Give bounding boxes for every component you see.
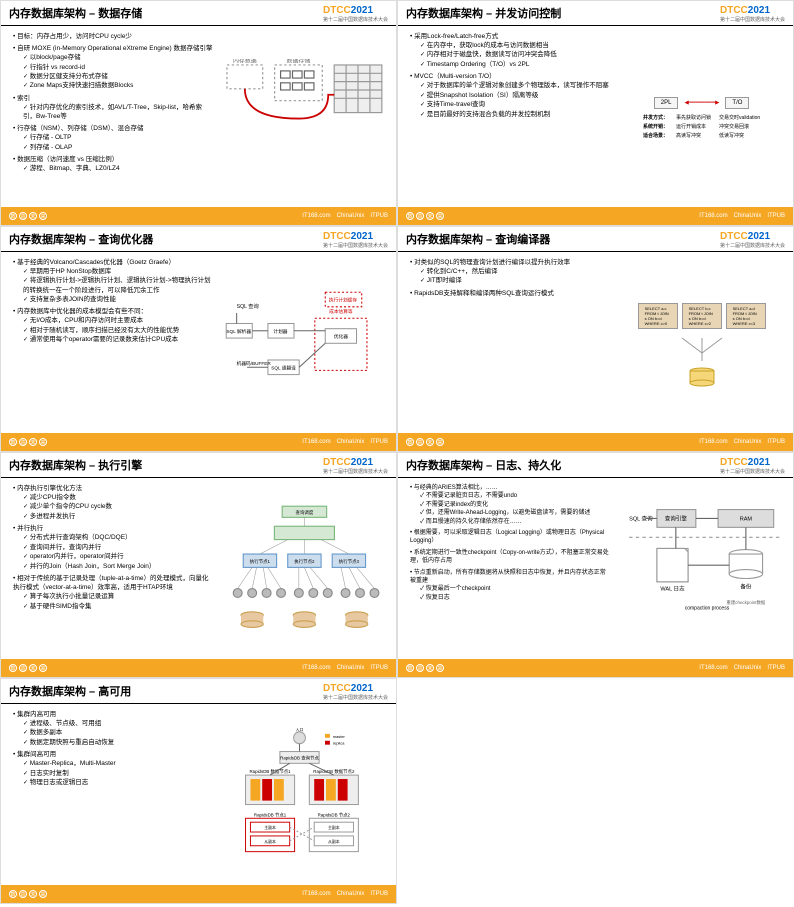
slide-title: 内存数据库架构 – 执行引擎 bbox=[9, 457, 142, 473]
bullet-content: 基于经典的Volcano/Cascades优化器（Goetz Graefe） 早… bbox=[13, 258, 213, 431]
arrow-icon: ◀━━━━━━━━▶ bbox=[684, 100, 719, 106]
slide-optimizer: 内存数据库架构 – 查询优化器 DTCC2021第十二届中国数据库技术大会 基于… bbox=[0, 226, 397, 452]
svg-text:主副本: 主副本 bbox=[264, 825, 276, 830]
svg-text:入口: 入口 bbox=[296, 728, 304, 732]
svg-text:执行计划缓存: 执行计划缓存 bbox=[329, 297, 357, 304]
svg-text:SQL 解析器: SQL 解析器 bbox=[227, 328, 252, 335]
slide-storage: 内存数据库架构 – 数据存储 DTCC2021第十二届中国数据库技术大会 目标：… bbox=[0, 0, 397, 226]
slide-grid: 内存数据库架构 – 数据存储 DTCC2021第十二届中国数据库技术大会 目标：… bbox=[0, 0, 794, 904]
logging-diagram: SQL 查询 查询引擎 RAM WAL 日志 备份 compaction pro… bbox=[618, 484, 785, 657]
svg-text:重建checkpoint数据: 重建checkpoint数据 bbox=[727, 599, 767, 606]
storage-diagram: 内存数据 数据存储 bbox=[221, 32, 388, 205]
slide-title: 内存数据库架构 – 查询优化器 bbox=[9, 231, 153, 247]
svg-text:计划器: 计划器 bbox=[274, 328, 288, 335]
svg-text:RAM: RAM bbox=[740, 516, 753, 522]
svg-text:执行节点3: 执行节点3 bbox=[339, 558, 360, 565]
svg-text:SQL 通翻译: SQL 通翻译 bbox=[271, 365, 296, 372]
compiler-diagram: SELECT a,c FROM t JOIN s ON b=d WHERE c>… bbox=[618, 258, 785, 431]
slide-title: 内存数据库架构 – 数据存储 bbox=[9, 5, 142, 21]
svg-text:replica: replica bbox=[333, 740, 345, 745]
slide-footer: 数造未来 IT168.comChinaUnixITPUB bbox=[1, 207, 396, 225]
svg-text:master: master bbox=[333, 734, 346, 739]
optimizer-diagram: SQL 查询 SQL 解析器 计划器 优化器 成本估算等 SQL 通翻译 机器码… bbox=[221, 258, 388, 431]
slide-compiler: 内存数据库架构 – 查询编译器 DTCC2021第十二届中国数据库技术大会 对类… bbox=[397, 226, 794, 452]
logo: DTCC2021第十二届中国数据库技术大会 bbox=[323, 5, 388, 23]
slide-header: 内存数据库架构 – 数据存储 DTCC2021第十二届中国数据库技术大会 bbox=[1, 1, 396, 26]
bullet-content: 集群内高可用 进程级、节点级、可用组数据多副本数据定期快照与重启自动恢复 集群间… bbox=[13, 710, 213, 883]
svg-text:成本估算等: 成本估算等 bbox=[329, 308, 353, 315]
svg-text:从副本: 从副本 bbox=[264, 839, 276, 844]
svg-text:执行节点1: 执行节点1 bbox=[250, 558, 271, 565]
svg-text:RapidsDB 节点1: RapidsDB 节点1 bbox=[254, 812, 287, 818]
svg-text:从副本: 从副本 bbox=[328, 839, 340, 844]
ha-diagram: 入口 master replica RapidsDB 查询节点 RapidsDB… bbox=[221, 710, 388, 883]
slide-concurrency: 内存数据库架构 – 并发访问控制 DTCC2021第十二届中国数据库技术大会 采… bbox=[397, 0, 794, 226]
svg-text:RapidsDB 数据节点1: RapidsDB 数据节点1 bbox=[250, 768, 292, 775]
concurrency-diagram: 2PL ◀━━━━━━━━▶ T/O 并发方式：事先获取访问锁交易交时valid… bbox=[618, 32, 785, 205]
svg-text:数据存储: 数据存储 bbox=[287, 59, 311, 65]
svg-text:执行节点2: 执行节点2 bbox=[294, 558, 315, 565]
slide-title: 内存数据库架构 – 并发访问控制 bbox=[406, 5, 561, 21]
database-icon bbox=[687, 367, 717, 387]
execution-diagram: 查询调度 执行节点1 执行节点2 执行节点3 bbox=[221, 484, 388, 657]
svg-text:主副本: 主副本 bbox=[328, 825, 340, 830]
svg-text:备份: 备份 bbox=[741, 582, 753, 590]
slide-ha: 内存数据库架构 – 高可用 DTCC2021第十二届中国数据库技术大会 集群内高… bbox=[0, 678, 397, 904]
slide-execution: 内存数据库架构 – 执行引擎 DTCC2021第十二届中国数据库技术大会 内存执… bbox=[0, 452, 397, 678]
slide-logging: 内存数据库架构 – 日志、持久化 DTCC2021第十二届中国数据库技术大会 与… bbox=[397, 452, 794, 678]
svg-text:查询调度: 查询调度 bbox=[296, 509, 314, 516]
bullet-content: 目标：内存占用少，访问时CPU cycle少 自研 MOXE (in-Memor… bbox=[13, 32, 213, 205]
slide-title: 内存数据库架构 – 日志、持久化 bbox=[406, 457, 561, 473]
slide-title: 内存数据库架构 – 高可用 bbox=[9, 683, 131, 699]
svg-text:RapidsDB 数据节点2: RapidsDB 数据节点2 bbox=[313, 768, 355, 775]
bullet-content: 内存执行引擎优化方法 减少CPU指令数减少单个指令的CPU cycle数多进程并… bbox=[13, 484, 213, 657]
svg-text:WAL 日志: WAL 日志 bbox=[661, 585, 686, 593]
svg-text:机器码/BUFFER: 机器码/BUFFER bbox=[237, 360, 272, 367]
bullet-content: 与经典的ARIES算法相比，…… 不需要记录脏页日志，不需要undo不需要记录i… bbox=[410, 484, 610, 657]
svg-text:查询引擎: 查询引擎 bbox=[665, 514, 688, 522]
svg-text:优化器: 优化器 bbox=[334, 333, 348, 340]
svg-text:内存数据: 内存数据 bbox=[233, 59, 257, 65]
svg-text:compaction process: compaction process bbox=[685, 605, 730, 611]
bullet-content: 对类似的SQL的物理查询计划进行编译以提升执行效率 转化到C/C++，然后编译J… bbox=[410, 258, 610, 431]
svg-text:RapidsDB 节点2: RapidsDB 节点2 bbox=[318, 812, 351, 818]
slide-title: 内存数据库架构 – 查询编译器 bbox=[406, 231, 550, 247]
svg-text:SQL 查询: SQL 查询 bbox=[237, 302, 259, 310]
bullet-content: 采用Lock-free/Latch-free方式 在内存中，获取lock的成本与… bbox=[410, 32, 610, 205]
svg-text:RapidsDB 查询节点: RapidsDB 查询节点 bbox=[280, 754, 319, 761]
